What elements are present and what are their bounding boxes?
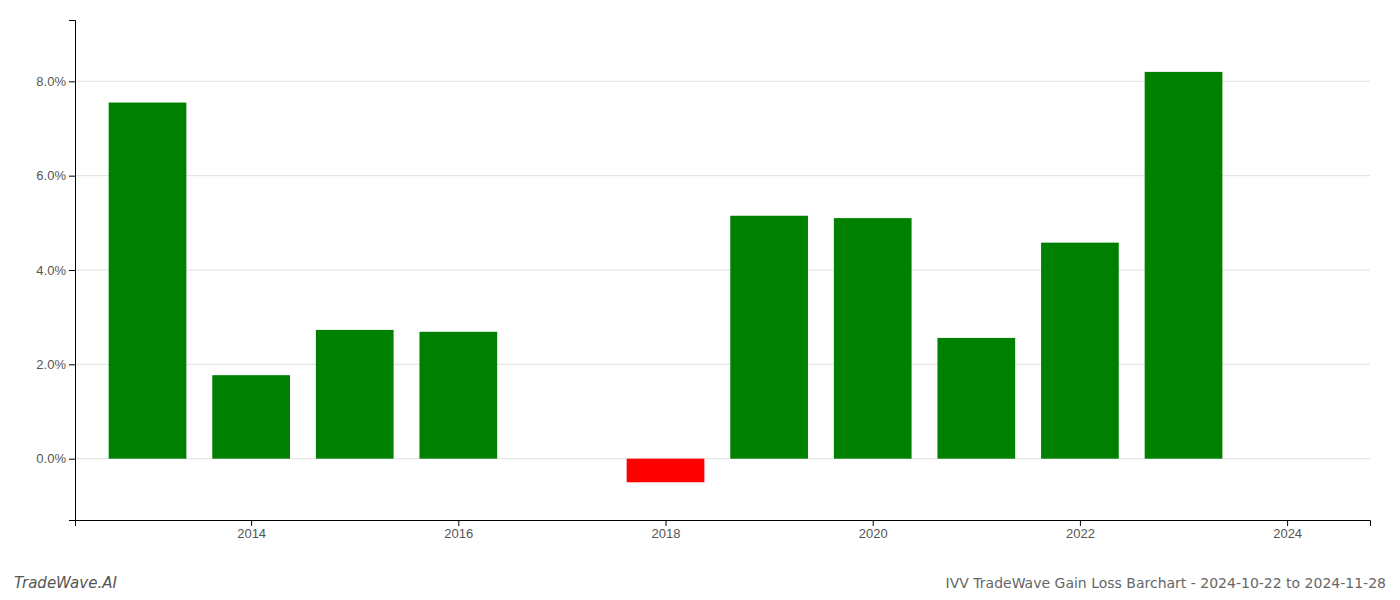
x-tick: 2020 — [859, 520, 888, 541]
title: IVV TradeWave Gain Loss Barchart - 2024-… — [946, 575, 1386, 591]
x-tick: 2014 — [237, 520, 266, 541]
x-axis-line — [76, 521, 1371, 527]
bar — [109, 103, 187, 459]
y-tick-mark — [69, 176, 75, 177]
bar — [627, 459, 705, 483]
bars — [109, 72, 1223, 482]
x-tick: 2016 — [444, 520, 473, 541]
y-tick-label: 4.0% — [36, 263, 66, 278]
x-tick-label: 2018 — [652, 526, 681, 541]
x-tick: 2018 — [652, 520, 681, 541]
y-tick-label: 6.0% — [36, 168, 66, 183]
x-tick-label: 2024 — [1273, 526, 1302, 541]
x-tick-mark — [458, 520, 459, 526]
y-tick-label: 8.0% — [36, 74, 66, 89]
bar — [316, 330, 394, 459]
y-tick-mark — [69, 270, 75, 271]
y-tick: 8.0% — [36, 74, 75, 89]
y-tick-label: 2.0% — [36, 357, 66, 372]
footer-annotation: TradeWave.AI — [14, 574, 117, 592]
x-tick-mark — [666, 520, 667, 526]
x-tick-mark — [1080, 520, 1081, 526]
y-tick: 6.0% — [36, 168, 75, 183]
y-tick: 2.0% — [36, 357, 75, 372]
x-tick-label: 2022 — [1066, 526, 1095, 541]
bar — [419, 332, 497, 459]
y-tick-label: 0.0% — [36, 451, 66, 466]
bar — [937, 338, 1015, 459]
y-tick-mark — [69, 81, 75, 82]
y-tick-mark — [69, 364, 75, 365]
x-axis: 2014 2016 2018 2020 2022 2024 — [76, 520, 1371, 541]
y-tick-mark — [69, 459, 75, 460]
bar — [730, 216, 808, 459]
bar — [834, 218, 912, 459]
x-tick: 2022 — [1066, 520, 1095, 541]
y-tick: 4.0% — [36, 263, 75, 278]
x-tick-label: 2020 — [859, 526, 888, 541]
y-axis-line — [69, 21, 76, 521]
x-tick-mark — [251, 520, 252, 526]
bar — [1041, 243, 1119, 459]
x-tick-mark — [873, 520, 874, 526]
x-tick-mark — [1287, 520, 1288, 526]
chart: 0.0% 2.0% 4.0% 6.0% 8.0% 2014 2016 2018 2020 2022… — [0, 0, 1400, 600]
bar — [212, 375, 290, 458]
x-tick: 2024 — [1273, 520, 1302, 541]
y-axis: 0.0% 2.0% 4.0% 6.0% 8.0% — [36, 21, 75, 521]
x-tick-label: 2014 — [237, 526, 266, 541]
x-tick-label: 2016 — [444, 526, 473, 541]
bar — [1145, 72, 1223, 459]
plot: 0.0% 2.0% 4.0% 6.0% 8.0% 2014 2016 2018 2020 2022… — [36, 21, 1370, 542]
y-tick: 0.0% — [36, 451, 75, 466]
